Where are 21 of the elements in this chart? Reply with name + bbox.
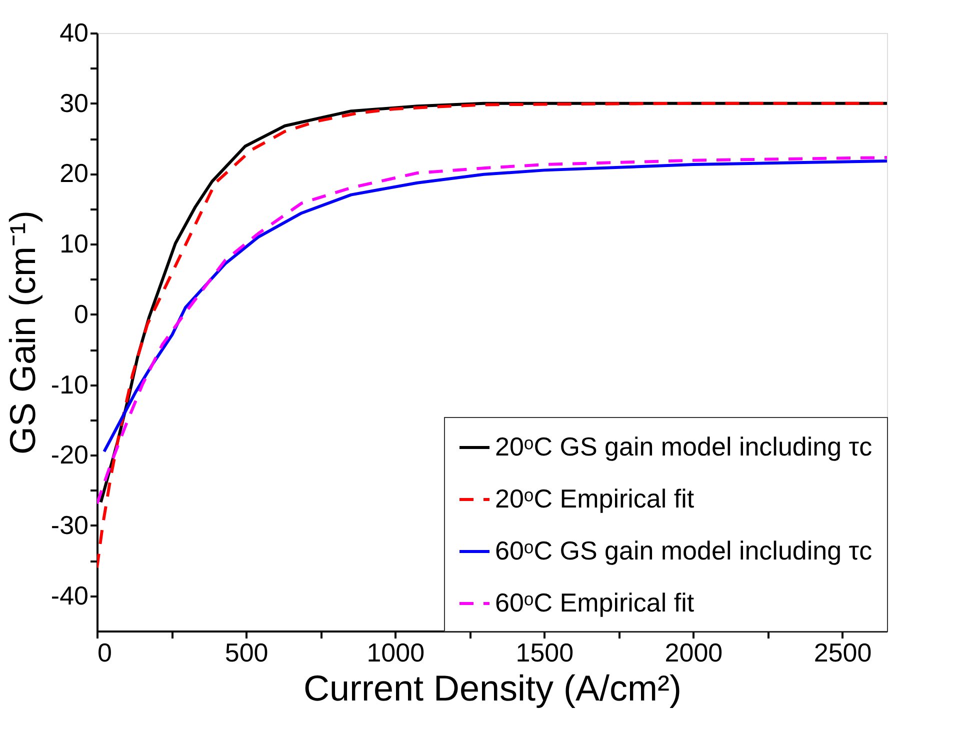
x-axis-title: Current Density (A/cm²) (303, 668, 682, 708)
legend-label: 20ᵒC Empirical fit (495, 484, 695, 514)
y-tick-label: 10 (60, 228, 88, 259)
y-tick-label: -10 (50, 369, 88, 400)
x-tick-label: 1000 (366, 638, 425, 668)
x-tick-label: 2500 (814, 638, 872, 668)
y-tick-label: 20 (60, 158, 88, 188)
legend-label: 60ᵒC GS gain model including τc (495, 536, 872, 566)
y-tick-label: 0 (74, 298, 88, 329)
x-tick-label: 500 (224, 638, 268, 668)
legend-label: 60ᵒC Empirical fit (495, 588, 695, 618)
x-tick-label: 1500 (516, 638, 574, 668)
x-tick-label: 2000 (664, 638, 723, 668)
x-tick-label: 0 (98, 638, 112, 668)
y-tick-label: -40 (50, 580, 88, 610)
y-axis-title: GS Gain (cm⁻¹) (2, 210, 43, 455)
y-tick-label: 40 (60, 18, 88, 48)
y-tick-label: 30 (60, 88, 88, 118)
y-tick-label: -30 (50, 510, 88, 540)
y-tick-label: -20 (50, 440, 88, 470)
legend-label: 20ᵒC GS gain model including τc (495, 432, 872, 462)
